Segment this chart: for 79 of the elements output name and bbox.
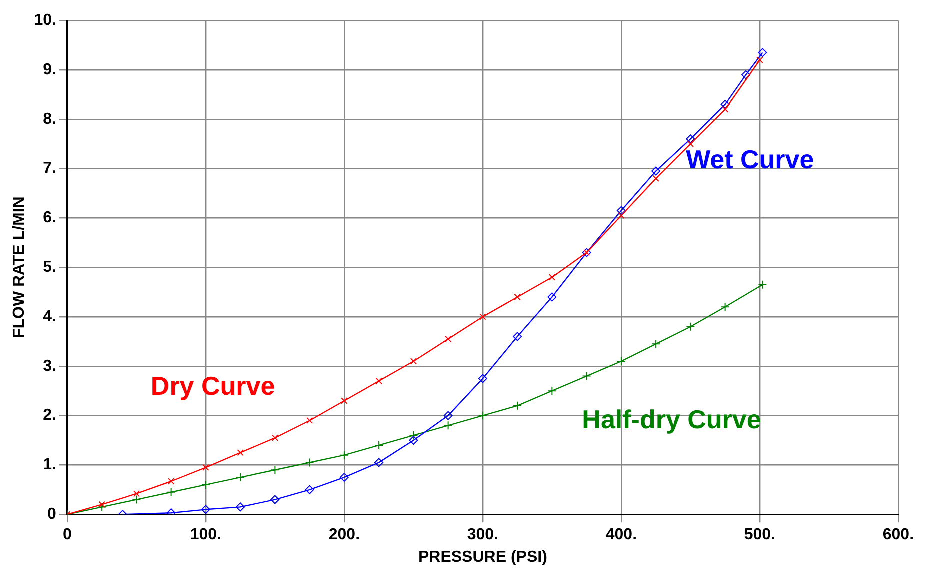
point (444, 411, 453, 420)
y-tick-label: 2. (43, 407, 56, 424)
x-tick-label: 400. (606, 526, 638, 544)
point (514, 294, 521, 301)
point (513, 401, 522, 410)
point (341, 398, 348, 404)
point (236, 502, 246, 512)
point (201, 480, 210, 490)
point (478, 411, 488, 420)
point (340, 450, 349, 460)
x-axis-title: PRESSURE (PSI) (418, 548, 548, 566)
x-tick-label: 300. (467, 526, 499, 544)
point (410, 358, 418, 365)
y-tick-label: 7. (43, 160, 56, 178)
y-tick-label: 10. (34, 12, 56, 30)
point (758, 48, 768, 58)
point (548, 292, 557, 302)
point (652, 340, 661, 349)
point (132, 495, 142, 504)
y-tick-label: 4. (43, 308, 56, 326)
point (409, 431, 418, 440)
point (236, 473, 246, 482)
point (616, 356, 626, 366)
point (444, 421, 453, 430)
point (652, 175, 660, 182)
point (409, 436, 418, 445)
point (444, 336, 452, 343)
x-tick-label: 200. (328, 526, 360, 544)
point (480, 314, 486, 320)
point (758, 280, 768, 290)
point (98, 502, 107, 512)
point (720, 100, 730, 110)
y-tick-label: 8. (43, 110, 56, 128)
point (618, 212, 625, 220)
point (272, 434, 279, 442)
point (305, 485, 314, 494)
point (374, 440, 384, 450)
series-label: Half-dry Curve (582, 404, 762, 434)
point (513, 332, 522, 342)
point (686, 322, 696, 332)
point (756, 56, 764, 64)
series-label: Dry Curve (150, 371, 276, 402)
point (237, 450, 244, 456)
point (270, 495, 280, 504)
point (98, 501, 106, 508)
point (168, 478, 175, 485)
point (340, 473, 349, 482)
y-tick-label: 0 (48, 506, 57, 524)
point (742, 70, 751, 80)
point (616, 206, 626, 216)
y-tick-label: 5. (43, 259, 56, 276)
series-label: Wet Curve (686, 144, 814, 174)
point (548, 274, 556, 281)
point (133, 490, 140, 498)
x-tick-label: 500. (744, 526, 776, 544)
point (305, 458, 314, 468)
y-tick-label: 6. (43, 210, 56, 227)
point (720, 302, 730, 312)
point (306, 417, 314, 424)
point (201, 505, 210, 514)
y-axis-title: FLOW RATE L/MIN (11, 196, 28, 339)
x-tick-label: 0 (62, 526, 72, 544)
point (652, 166, 661, 176)
point (687, 140, 694, 148)
y-tick-label: 1. (43, 456, 56, 474)
point (686, 134, 696, 144)
x-tick-label: 600. (882, 526, 914, 544)
point (202, 464, 210, 471)
point (478, 374, 488, 384)
y-tick-label: 9. (43, 61, 56, 78)
x-tick-label: 100. (190, 526, 222, 544)
point (376, 378, 382, 385)
y-tick-label: 3. (43, 358, 56, 375)
point (582, 372, 592, 381)
point (166, 488, 176, 497)
point (722, 106, 729, 113)
point (270, 466, 280, 475)
point (374, 458, 384, 468)
point (548, 386, 557, 396)
